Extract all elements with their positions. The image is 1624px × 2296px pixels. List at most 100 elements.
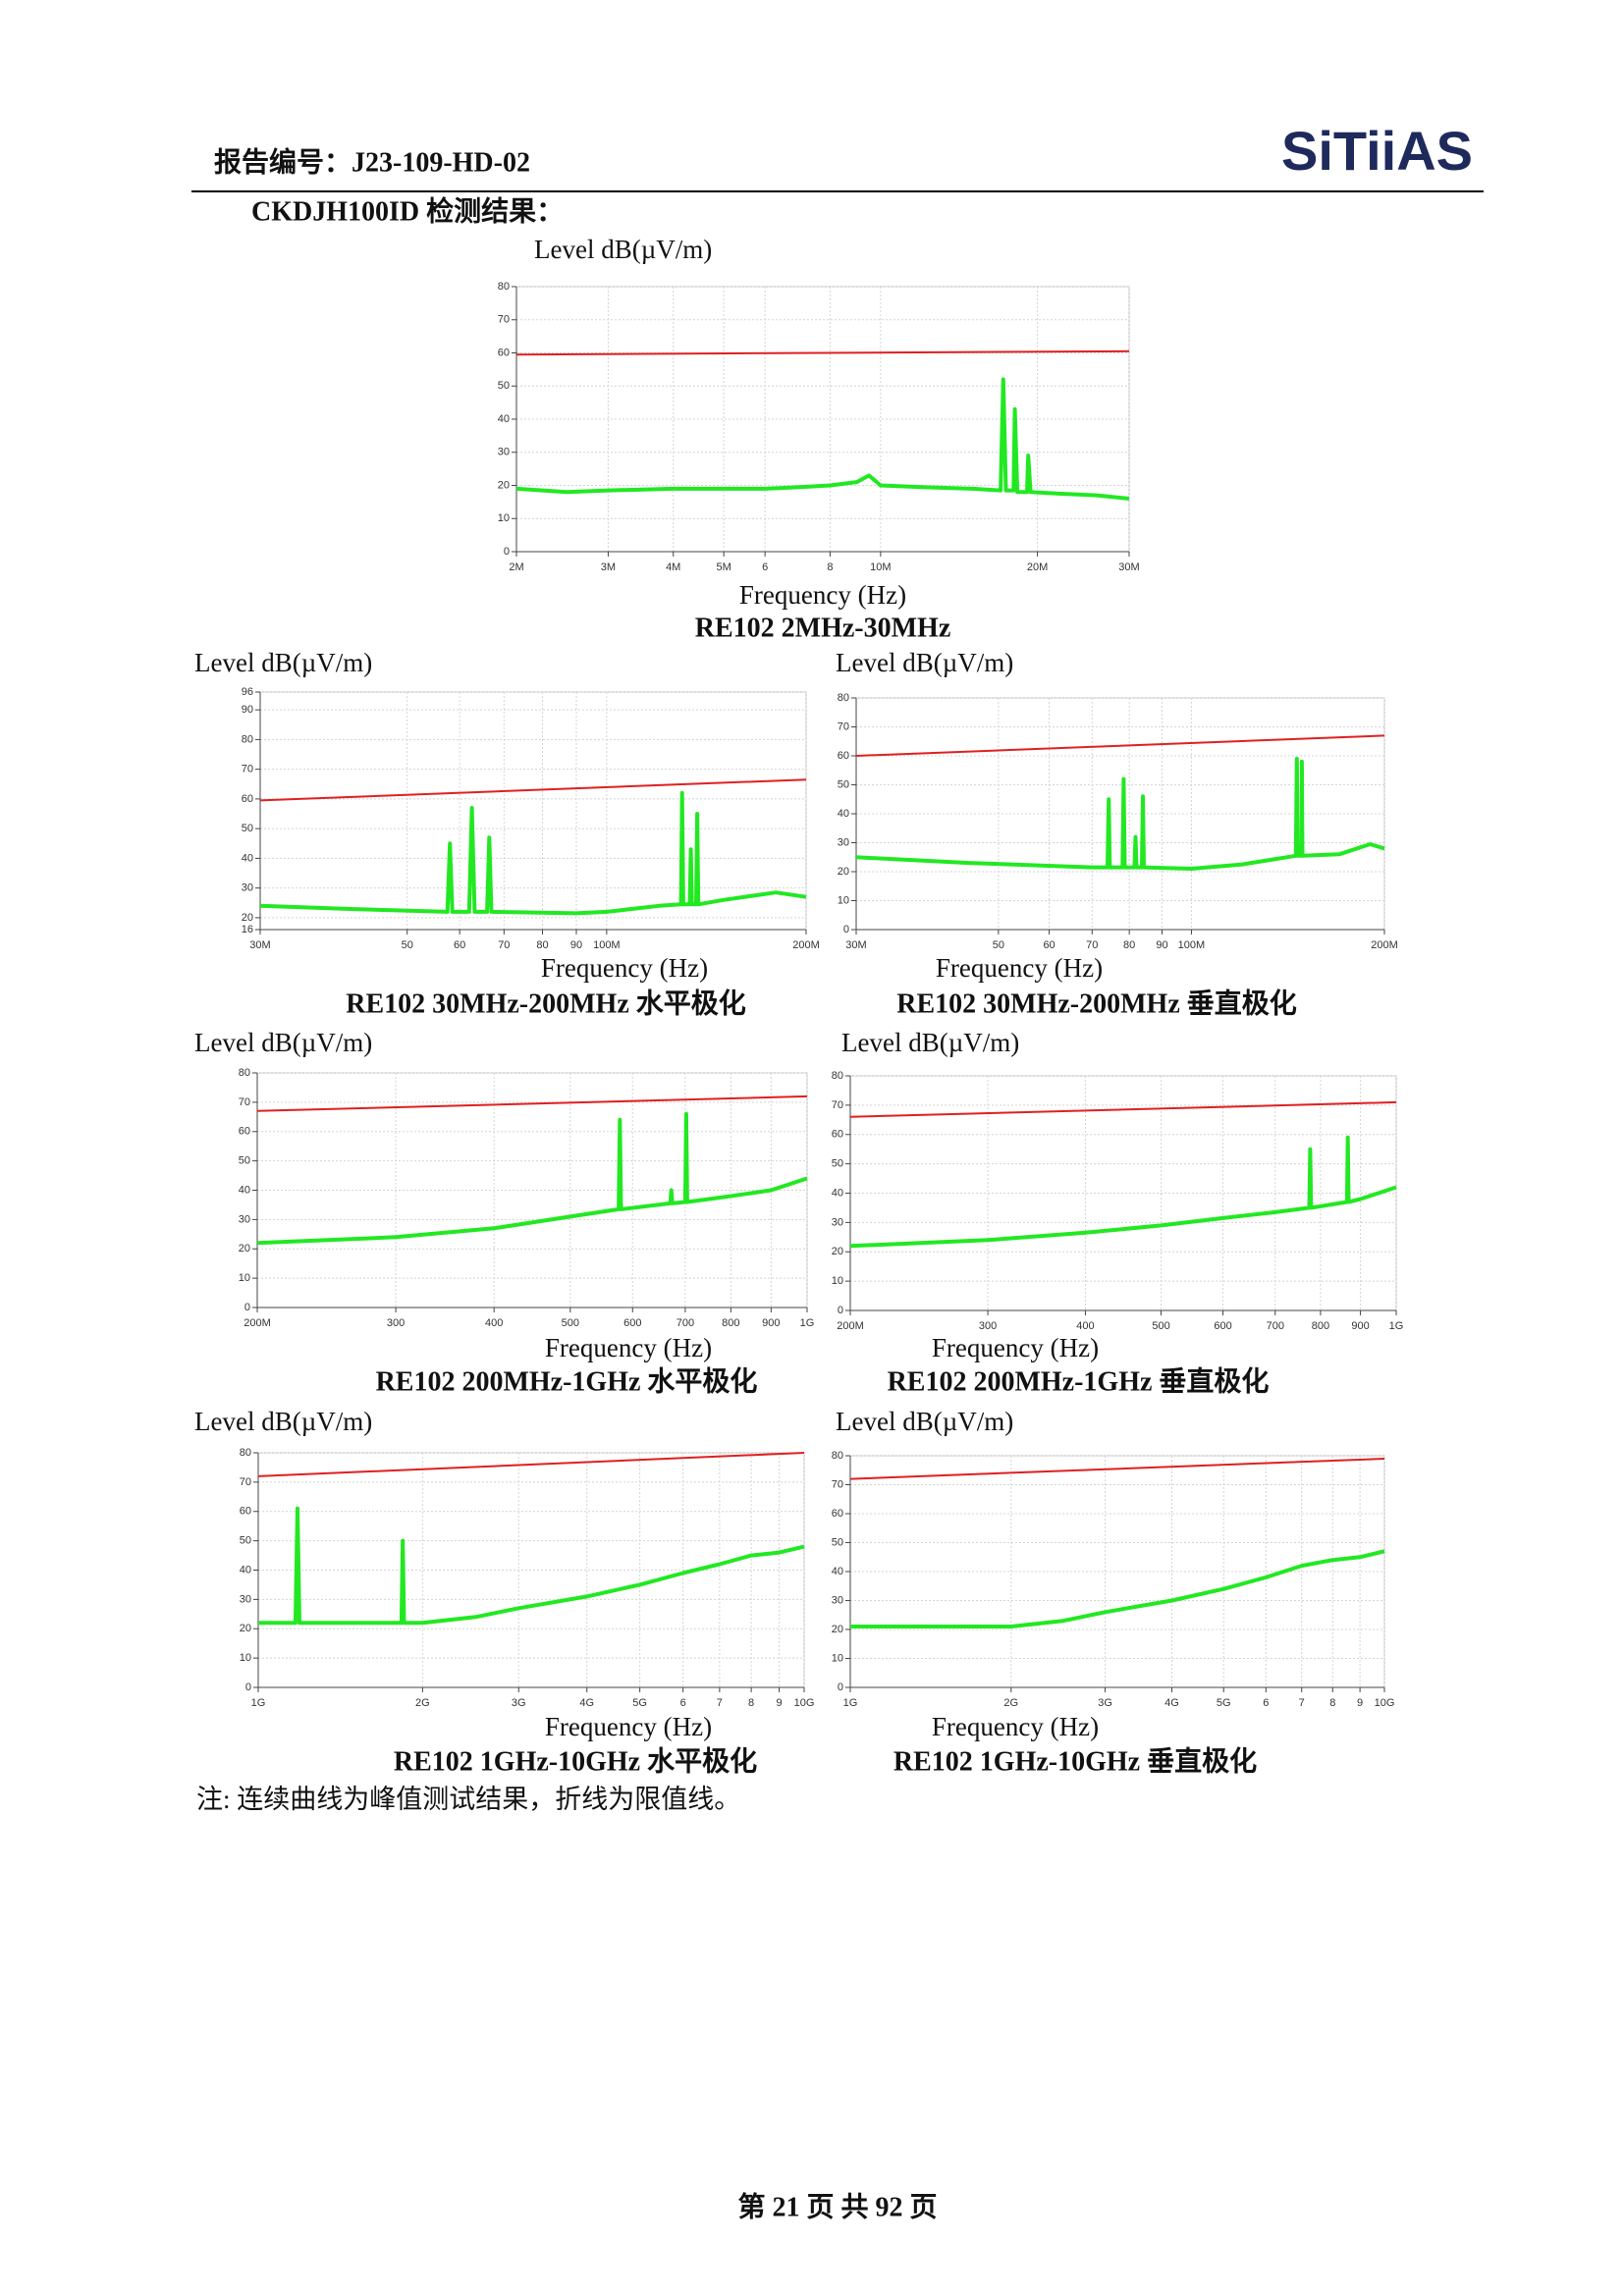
- y-tick-label: 60: [498, 347, 510, 358]
- peak-trace: [855, 757, 1385, 871]
- x-tick-label: 1G: [1389, 1320, 1404, 1332]
- y-tick-label: 30: [498, 447, 510, 458]
- y-tick-label: 10: [239, 1272, 250, 1284]
- x-tick-label: 400: [485, 1317, 503, 1329]
- x-axis-title: Frequency (Hz): [541, 953, 708, 983]
- limit-line: [259, 778, 807, 802]
- y-tick-label: 30: [239, 1213, 250, 1225]
- peak-trace: [256, 1111, 808, 1246]
- x-tick-label: 7: [1299, 1697, 1305, 1709]
- y-tick-label: 60: [239, 1126, 250, 1138]
- x-tick-label: 20M: [1027, 561, 1048, 573]
- x-tick-label: 200M: [792, 939, 820, 951]
- y-tick-label: 50: [832, 1536, 843, 1548]
- y-tick-label: 60: [240, 1506, 251, 1518]
- y-tick-label: 10: [240, 1652, 251, 1664]
- x-tick-label: 4M: [666, 561, 680, 573]
- peak-trace: [849, 1135, 1397, 1249]
- x-tick-label: 30M: [845, 939, 866, 951]
- x-tick-label: 6: [762, 561, 768, 573]
- x-tick-label: 3G: [512, 1697, 526, 1709]
- x-tick-label: 3G: [1098, 1697, 1112, 1709]
- section-title: CKDJH100ID 检测结果：: [251, 194, 564, 227]
- x-tick-label: 300: [979, 1320, 997, 1332]
- chart-caption: RE102 200MHz-1GHz 水平极化: [376, 1365, 758, 1397]
- y-tick-label: 20: [242, 912, 253, 924]
- y-tick-label: 40: [832, 1187, 843, 1199]
- y-axis-title: Level dB(µV/m): [194, 1407, 372, 1436]
- y-tick-label: 50: [240, 1535, 251, 1547]
- y-tick-label: 10: [832, 1652, 843, 1664]
- y-tick-label: 16: [242, 924, 253, 935]
- y-tick-label: 70: [498, 314, 510, 326]
- x-tick-label: 200M: [244, 1317, 271, 1329]
- limit-line: [855, 734, 1385, 757]
- x-tick-label: 900: [762, 1317, 780, 1329]
- x-tick-label: 800: [722, 1317, 739, 1329]
- y-axis-title: Level dB(µV/m): [534, 235, 712, 264]
- limit-line: [849, 1458, 1385, 1480]
- x-axis-title: Frequency (Hz): [932, 1333, 1099, 1362]
- limit-line: [515, 349, 1130, 356]
- y-tick-label: 30: [838, 836, 849, 848]
- y-tick-label: 30: [832, 1594, 843, 1606]
- y-axis-title: Level dB(µV/m): [836, 648, 1013, 677]
- y-tick-label: 0: [838, 1305, 843, 1316]
- y-axis-title: Level dB(µV/m): [194, 1028, 372, 1057]
- y-tick-label: 60: [838, 750, 849, 762]
- x-axis-title: Frequency (Hz): [932, 1712, 1099, 1741]
- peak-trace: [515, 377, 1130, 501]
- x-tick-label: 4G: [1164, 1697, 1179, 1709]
- report-number: 报告编号：J23-109-HD-02: [214, 145, 530, 178]
- x-tick-label: 400: [1076, 1320, 1094, 1332]
- peak-trace: [850, 1549, 1385, 1629]
- y-tick-label: 50: [832, 1158, 843, 1170]
- x-tick-label: 90: [1156, 939, 1167, 951]
- x-tick-label: 500: [562, 1317, 579, 1329]
- x-tick-label: 9: [776, 1697, 782, 1709]
- limit-line: [257, 1452, 805, 1477]
- y-tick-label: 60: [832, 1129, 843, 1141]
- x-tick-label: 70: [1086, 939, 1098, 951]
- x-tick-label: 80: [536, 939, 548, 951]
- y-tick-label: 70: [838, 721, 849, 732]
- limit-line: [849, 1100, 1397, 1118]
- y-tick-label: 30: [240, 1593, 251, 1605]
- x-tick-label: 10G: [794, 1697, 815, 1709]
- x-tick-label: 8: [1329, 1697, 1335, 1709]
- y-tick-label: 70: [242, 764, 253, 775]
- y-tick-label: 80: [239, 1067, 250, 1079]
- y-tick-label: 10: [838, 894, 849, 906]
- y-tick-label: 20: [838, 866, 849, 878]
- x-tick-label: 50: [402, 939, 413, 951]
- y-axis-title: Level dB(µV/m): [194, 648, 372, 677]
- y-tick-label: 50: [239, 1155, 250, 1167]
- y-tick-label: 50: [498, 380, 510, 392]
- y-tick-label: 40: [242, 852, 253, 864]
- x-tick-label: 6: [680, 1697, 686, 1709]
- y-tick-label: 80: [832, 1070, 843, 1082]
- x-tick-label: 70: [498, 939, 510, 951]
- x-tick-label: 2G: [415, 1697, 430, 1709]
- x-tick-label: 6: [1263, 1697, 1269, 1709]
- y-tick-label: 80: [832, 1450, 843, 1462]
- y-tick-label: 40: [239, 1184, 250, 1196]
- x-tick-label: 600: [1214, 1320, 1231, 1332]
- x-tick-label: 9: [1357, 1697, 1363, 1709]
- x-tick-label: 2M: [509, 561, 523, 573]
- x-tick-label: 700: [677, 1317, 694, 1329]
- x-tick-label: 90: [570, 939, 582, 951]
- limit-line: [256, 1095, 808, 1112]
- chart-caption: RE102 200MHz-1GHz 垂直极化: [888, 1365, 1270, 1397]
- x-axis-title: Frequency (Hz): [936, 953, 1103, 983]
- x-tick-label: 1G: [843, 1697, 858, 1709]
- y-tick-label: 20: [498, 479, 510, 491]
- x-tick-label: 80: [1123, 939, 1135, 951]
- x-tick-label: 100M: [1178, 939, 1206, 951]
- x-tick-label: 1G: [800, 1317, 815, 1329]
- y-tick-label: 90: [242, 704, 253, 716]
- x-tick-label: 3M: [601, 561, 616, 573]
- y-tick-label: 0: [244, 1302, 250, 1313]
- x-tick-label: 200M: [837, 1320, 864, 1332]
